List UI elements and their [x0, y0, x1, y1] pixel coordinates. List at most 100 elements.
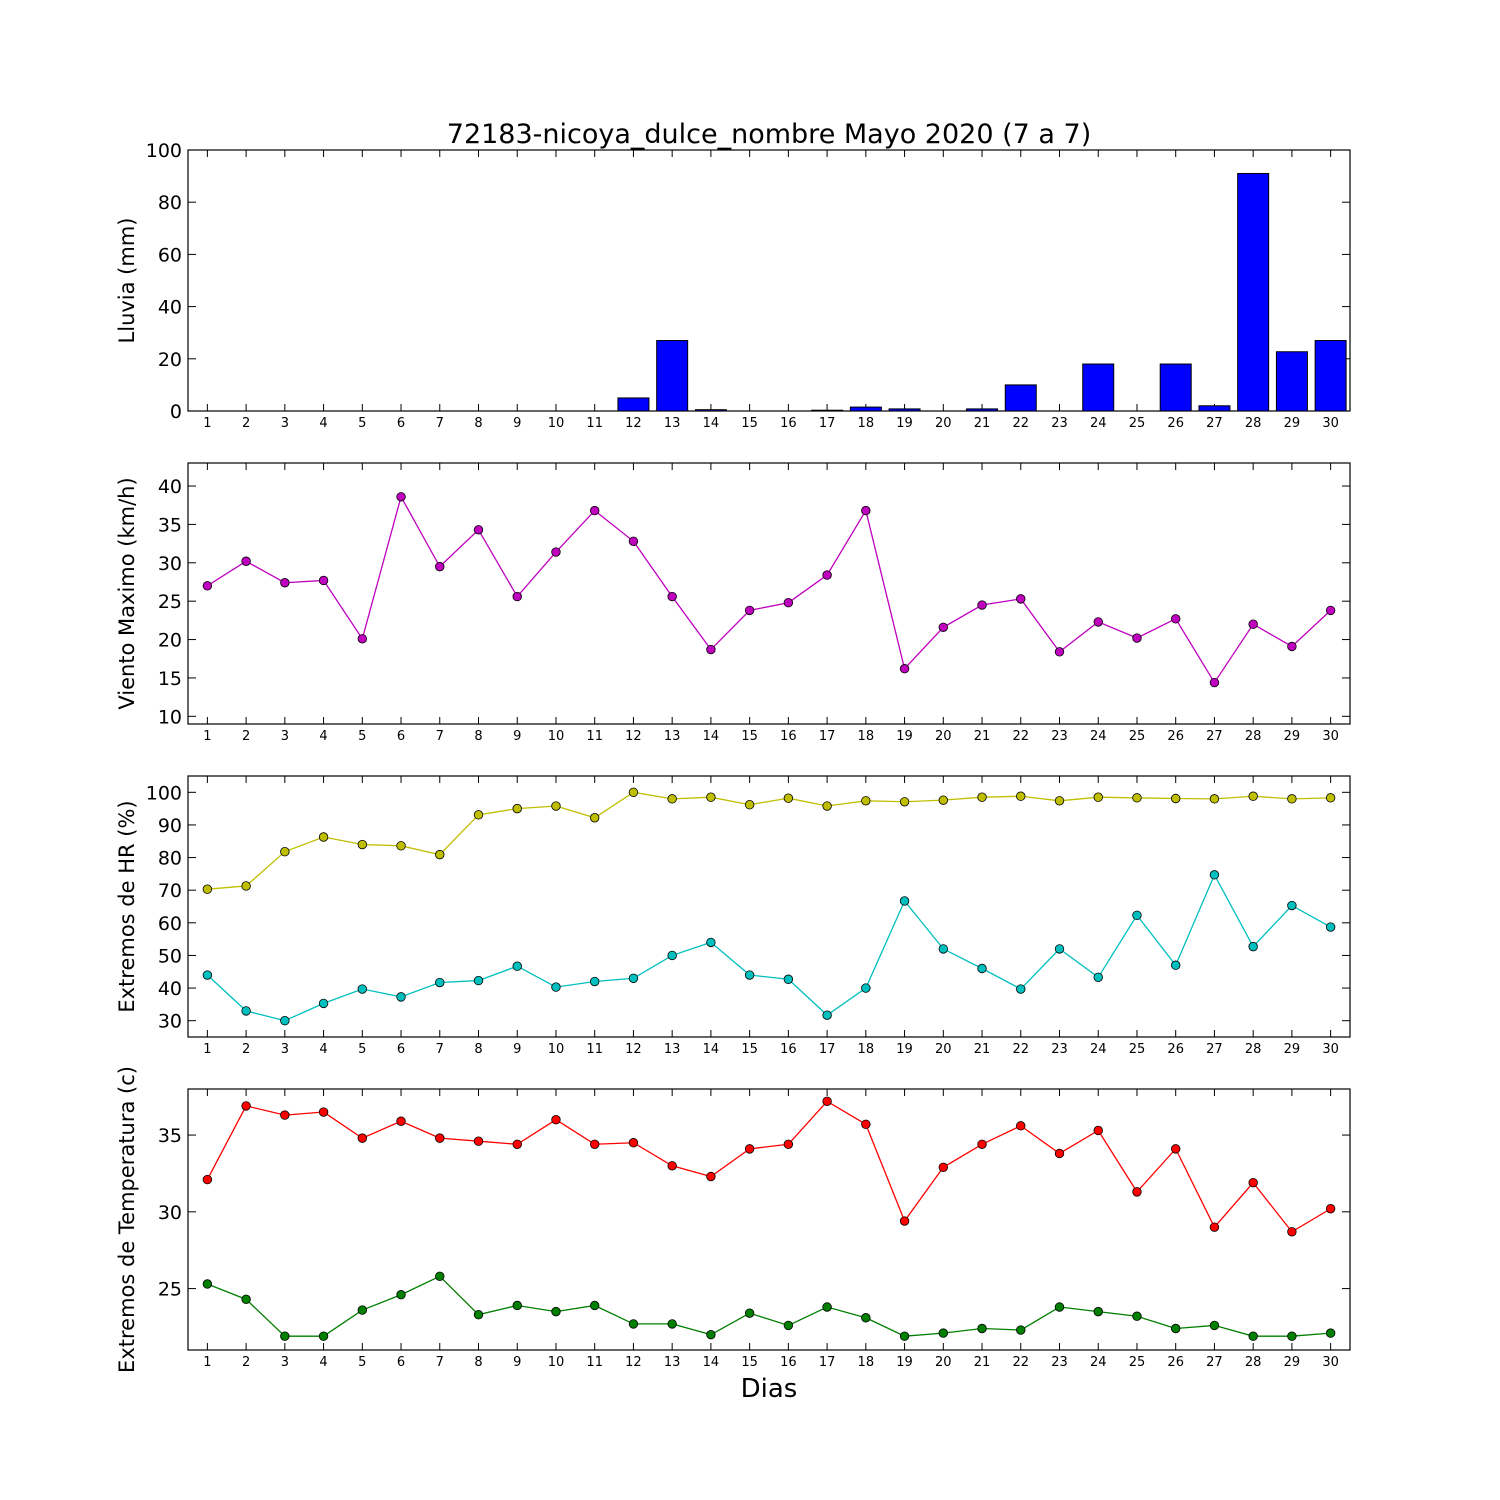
- data-point: [667, 950, 677, 961]
- data-point: [396, 1116, 406, 1126]
- x-tick-label: 9: [513, 729, 521, 744]
- x-tick-label: 6: [397, 1042, 405, 1057]
- data-point: [899, 797, 910, 807]
- data-point: [202, 581, 213, 591]
- x-tick-label: 29: [1284, 1042, 1301, 1057]
- bar: [1237, 172, 1270, 412]
- data-point: [1209, 794, 1220, 804]
- data-point: [977, 1323, 987, 1334]
- bar: [811, 409, 844, 412]
- x-tick-label: 16: [780, 1355, 797, 1370]
- y-tick-label: 10: [158, 706, 182, 728]
- bar: [1004, 384, 1037, 412]
- data-point: [783, 793, 794, 803]
- data-point: [861, 983, 871, 993]
- y-tick-label: 60: [158, 244, 182, 266]
- x-tick-label: 30: [1322, 416, 1339, 431]
- x-tick-label: 2: [242, 729, 250, 744]
- data-point: [473, 1309, 484, 1320]
- data-point: [667, 1161, 677, 1171]
- data-point: [744, 970, 755, 980]
- x-tick-label: 13: [664, 416, 681, 431]
- data-point: [512, 803, 522, 814]
- data-point: [667, 794, 677, 804]
- data-point: [899, 1331, 910, 1341]
- y-tick-label: 30: [158, 1202, 182, 1224]
- y-tick-label: 80: [158, 848, 182, 870]
- x-tick-label: 29: [1284, 416, 1301, 431]
- data-point: [1016, 984, 1026, 994]
- data-point: [861, 505, 871, 516]
- x-tick-label: 18: [858, 729, 875, 744]
- x-tick-label: 30: [1322, 1355, 1339, 1370]
- data-point: [977, 600, 987, 610]
- x-tick-label: 21: [974, 1355, 991, 1370]
- x-tick-label: 27: [1206, 1355, 1223, 1370]
- x-tick-label: 6: [397, 1355, 405, 1370]
- y-tick-label: 40: [158, 476, 182, 498]
- data-point: [1287, 641, 1297, 652]
- data-point: [1016, 1325, 1026, 1335]
- y-tick-label: 70: [158, 880, 182, 902]
- data-point: [551, 982, 561, 992]
- x-tick-label: 4: [319, 729, 327, 744]
- data-point: [590, 1139, 600, 1149]
- data-point: [202, 1279, 213, 1289]
- x-tick-label: 4: [319, 1042, 327, 1057]
- x-tick-label: 9: [513, 1042, 521, 1057]
- x-tick-label: 1: [203, 729, 211, 744]
- x-tick-label: 15: [741, 1355, 758, 1370]
- data-point: [1054, 647, 1065, 657]
- y-tick-label: 35: [158, 514, 182, 536]
- data-point: [977, 1139, 987, 1149]
- data-point: [783, 1320, 794, 1331]
- x-tick-label: 17: [819, 729, 836, 744]
- data-point: [977, 963, 987, 974]
- data-point: [1054, 1302, 1065, 1312]
- data-point: [435, 849, 445, 860]
- x-tick-label: 13: [664, 729, 681, 744]
- data-point: [1209, 870, 1220, 880]
- data-point: [783, 974, 794, 984]
- x-tick-label: 14: [703, 729, 720, 744]
- data-point: [590, 505, 600, 516]
- x-tick-label: 14: [703, 1355, 720, 1370]
- x-tick-label: 7: [436, 1355, 444, 1370]
- data-point: [1016, 594, 1026, 604]
- x-tick-label: 15: [741, 1042, 758, 1057]
- data-point: [241, 881, 251, 891]
- data-point: [899, 664, 910, 674]
- data-point: [822, 570, 832, 580]
- data-point: [706, 1329, 716, 1340]
- x-tick-label: 11: [586, 729, 603, 744]
- x-tick-label: 3: [281, 729, 289, 744]
- data-point: [357, 1305, 368, 1315]
- data-point: [590, 1300, 600, 1311]
- x-tick-label: 23: [1051, 1042, 1068, 1057]
- data-point: [551, 547, 561, 557]
- data-point: [1209, 677, 1220, 688]
- x-tick-label: 28: [1245, 1042, 1262, 1057]
- data-point: [706, 644, 716, 655]
- data-point: [357, 984, 368, 994]
- data-point: [628, 787, 639, 798]
- x-tick-label: 19: [896, 729, 913, 744]
- x-tick-label: 18: [858, 416, 875, 431]
- x-tick-label: 30: [1322, 1042, 1339, 1057]
- y-tick-label: 25: [158, 1279, 182, 1301]
- data-point: [551, 1306, 561, 1317]
- data-point: [1209, 1222, 1220, 1232]
- data-point: [783, 1139, 794, 1149]
- x-tick-label: 6: [397, 729, 405, 744]
- x-tick-label: 5: [358, 729, 366, 744]
- x-tick-label: 12: [625, 729, 642, 744]
- x-tick-label: 9: [513, 416, 521, 431]
- data-point: [628, 973, 639, 983]
- data-point: [628, 1138, 639, 1148]
- x-tick-label: 18: [858, 1042, 875, 1057]
- x-tick-label: 3: [281, 1042, 289, 1057]
- data-point: [1016, 791, 1026, 801]
- data-point: [473, 1136, 484, 1146]
